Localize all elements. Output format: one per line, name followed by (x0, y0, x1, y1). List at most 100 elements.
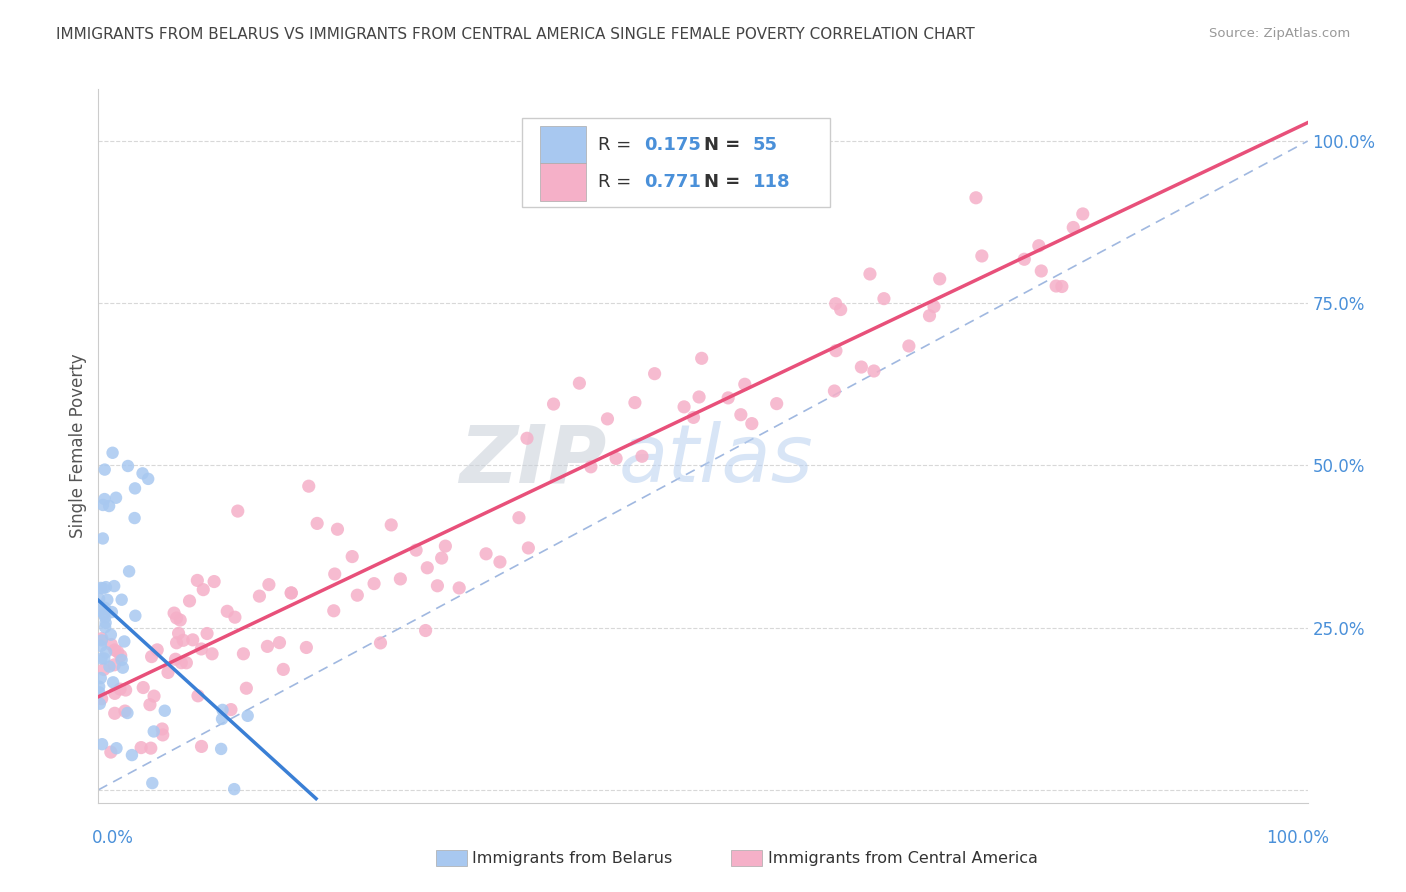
Point (307, 516, 329, 531)
Text: Source: ZipAtlas.com: Source: ZipAtlas.com (1209, 27, 1350, 40)
Point (508, 510, 530, 524)
Point (249, 589, 271, 603)
Point (100, 745, 122, 759)
Text: 100.0%: 100.0% (1265, 829, 1329, 847)
Point (111, 592, 134, 607)
Point (236, 708, 259, 723)
Point (90, 691, 112, 706)
Point (118, 565, 141, 579)
Text: Immigrants from Belarus: Immigrants from Belarus (472, 851, 672, 865)
Point (107, 645, 129, 659)
Point (734, 377, 756, 392)
Point (179, 594, 201, 608)
Point (150, 722, 173, 736)
Text: N =: N = (704, 136, 747, 153)
Point (89, 697, 111, 711)
Point (765, 396, 787, 410)
Point (104, 686, 127, 700)
Point (730, 408, 752, 422)
Point (101, 605, 124, 619)
Point (269, 635, 291, 649)
Point (117, 458, 139, 473)
Point (295, 640, 318, 655)
Point (111, 661, 134, 675)
Point (94, 610, 117, 624)
Point (105, 741, 128, 756)
Point (114, 704, 136, 718)
Point (965, 191, 987, 205)
Point (516, 431, 538, 445)
Point (1050, 279, 1073, 293)
Point (108, 682, 131, 697)
Point (193, 582, 215, 597)
Point (256, 640, 278, 654)
Point (163, 606, 186, 620)
Point (110, 648, 132, 663)
Point (430, 551, 453, 566)
Point (121, 748, 143, 763)
Point (340, 549, 363, 564)
Point (117, 706, 139, 720)
Point (195, 626, 218, 640)
Point (579, 459, 602, 474)
Text: 118: 118 (752, 173, 790, 191)
Point (224, 610, 246, 624)
Point (682, 410, 704, 425)
Point (166, 636, 188, 650)
Point (298, 479, 321, 493)
Point (323, 567, 346, 582)
Point (232, 647, 254, 661)
Point (257, 577, 280, 591)
Point (851, 359, 873, 374)
Point (190, 642, 212, 657)
Point (1071, 207, 1094, 221)
Point (211, 712, 233, 726)
Point (91, 532, 114, 546)
Point (94, 645, 117, 659)
Point (111, 653, 134, 667)
Point (90, 639, 112, 653)
Point (596, 412, 619, 426)
Point (568, 376, 591, 391)
Point (201, 647, 224, 661)
Text: R =: R = (598, 173, 637, 191)
Point (859, 267, 882, 281)
Point (1045, 279, 1067, 293)
Point (153, 704, 176, 718)
Point (190, 739, 212, 754)
Point (897, 339, 920, 353)
Point (426, 579, 449, 593)
Point (98, 499, 121, 513)
Point (132, 681, 155, 695)
Point (136, 472, 159, 486)
Point (187, 689, 209, 703)
Point (405, 543, 427, 558)
Point (104, 643, 127, 657)
Point (717, 391, 740, 405)
Point (94, 620, 117, 634)
Point (124, 482, 146, 496)
FancyBboxPatch shape (540, 127, 586, 163)
Point (98, 659, 121, 673)
Point (863, 364, 886, 378)
Point (1014, 252, 1036, 267)
Point (94, 601, 117, 615)
Point (103, 579, 125, 593)
Point (93, 663, 115, 677)
Point (363, 576, 385, 591)
Point (489, 555, 512, 569)
Point (105, 491, 128, 505)
Point (211, 703, 233, 717)
Point (172, 633, 194, 648)
Point (688, 390, 710, 404)
Point (517, 541, 540, 555)
Point (370, 636, 392, 650)
Point (970, 249, 993, 263)
Point (224, 782, 246, 797)
Point (90, 581, 112, 595)
Point (631, 450, 654, 464)
Point (91, 498, 114, 512)
Point (87, 591, 110, 606)
Point (131, 467, 153, 481)
Point (90, 651, 112, 665)
